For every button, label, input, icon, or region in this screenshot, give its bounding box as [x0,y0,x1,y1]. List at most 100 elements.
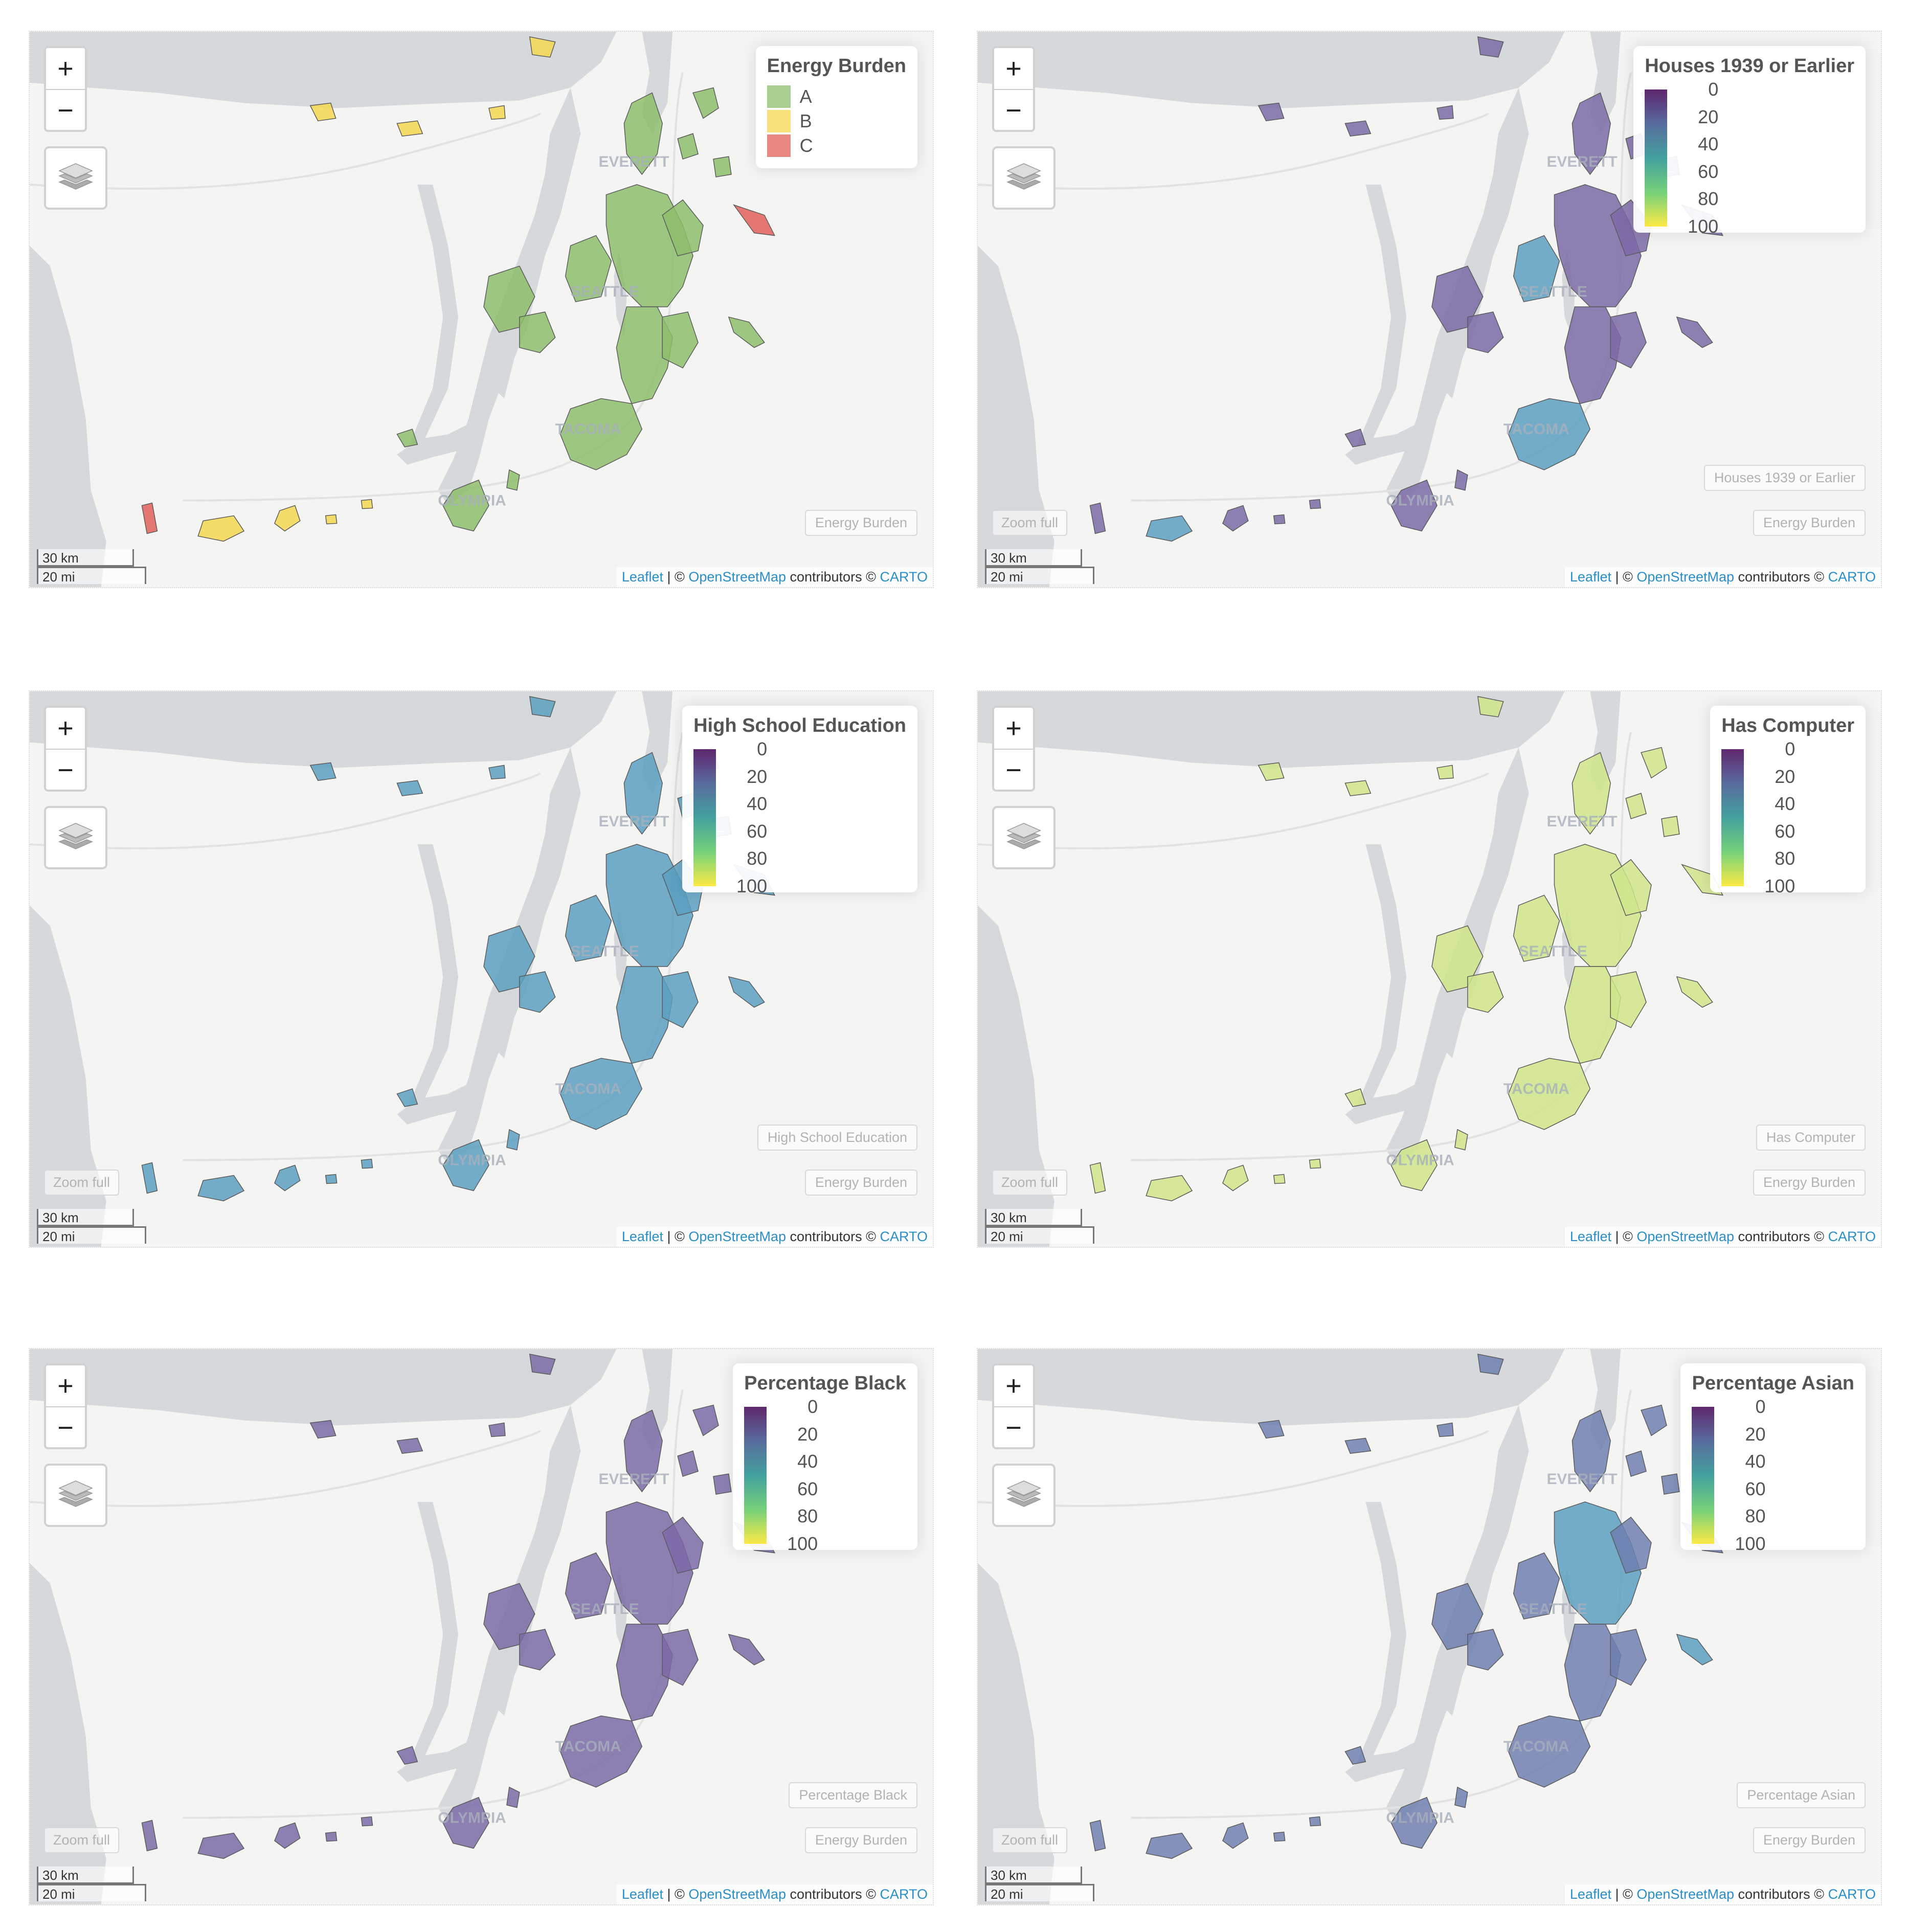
zoom-in-button[interactable]: + [994,48,1033,90]
layers-control-button[interactable] [992,146,1056,210]
map-panel-houses-1939[interactable]: EVERETT SEATTLE TACOMA OLYMPIA + − House… [977,31,1882,588]
layer-toggle-button[interactable]: Percentage Black [789,1782,917,1808]
census-tract[interactable] [662,971,699,1028]
census-tract[interactable] [1273,1831,1286,1842]
census-tract[interactable] [396,780,423,797]
census-tract[interactable] [1477,1354,1504,1375]
census-tract[interactable] [1146,515,1193,542]
zoom-in-button[interactable]: + [994,708,1033,750]
census-tract[interactable] [1344,780,1372,797]
zoom-in-button[interactable]: + [46,708,85,750]
census-tract[interactable] [1454,469,1468,491]
census-tract[interactable] [692,1404,719,1436]
census-tract[interactable] [1610,971,1647,1028]
osm-link[interactable]: OpenStreetMap [1636,1229,1734,1244]
zoom-out-button[interactable]: − [57,95,74,126]
map-panel-percentage-asian[interactable]: EVERETT SEATTLE TACOMA OLYMPIA + − Perce… [977,1348,1882,1905]
census-tract[interactable] [1508,398,1591,470]
census-tract[interactable] [1467,311,1504,353]
energy-burden-layer-button[interactable]: Energy Burden [1753,510,1866,536]
census-tract[interactable] [1477,696,1504,717]
census-tract[interactable] [1572,1409,1611,1493]
census-tract[interactable] [1437,105,1454,120]
layer-toggle-button[interactable]: High School Education [757,1125,917,1151]
osm-link[interactable]: OpenStreetMap [688,1886,786,1902]
census-tract[interactable] [1089,502,1106,534]
census-tract[interactable] [623,752,663,835]
census-tract[interactable] [732,204,775,236]
map-panel-percentage-black[interactable]: EVERETT SEATTLE TACOMA OLYMPIA + − Perce… [29,1348,934,1905]
osm-link[interactable]: OpenStreetMap [688,569,786,585]
census-tract[interactable] [488,765,506,780]
map-panel-has-computer[interactable]: EVERETT SEATTLE TACOMA OLYMPIA + − Has C… [977,690,1882,1248]
census-tract[interactable] [197,515,245,542]
census-tract[interactable] [442,1796,489,1849]
census-tract[interactable] [728,1633,765,1666]
zoom-full-button[interactable]: Zoom full [44,1170,120,1196]
carto-link[interactable]: CARTO [880,1229,928,1244]
census-tract[interactable] [1467,1629,1504,1671]
carto-link[interactable]: CARTO [1828,1886,1876,1902]
energy-burden-layer-button[interactable]: Energy Burden [1753,1827,1866,1853]
zoom-in-button[interactable]: + [994,1365,1033,1407]
census-tract[interactable] [442,1139,489,1192]
census-tract[interactable] [1344,1437,1372,1454]
carto-link[interactable]: CARTO [880,569,928,585]
census-tract[interactable] [565,235,612,302]
energy-burden-layer-button[interactable]: Energy Burden [804,1170,917,1196]
census-tract[interactable] [713,1473,732,1495]
census-tract[interactable] [1513,894,1560,962]
census-tract[interactable] [506,1786,520,1808]
census-tract[interactable] [1146,1832,1193,1859]
layers-control-button[interactable] [44,146,107,210]
osm-link[interactable]: OpenStreetMap [1636,569,1734,585]
census-tract[interactable] [1572,92,1611,175]
census-tract[interactable] [1390,1796,1438,1849]
census-tract[interactable] [274,1164,301,1192]
census-tract[interactable] [662,1516,704,1574]
census-tract[interactable] [1258,762,1285,781]
census-tract[interactable] [141,1819,158,1852]
census-tract[interactable] [361,1816,373,1827]
census-tract[interactable] [1661,1473,1680,1495]
census-tract[interactable] [519,971,556,1013]
census-tract[interactable] [396,120,423,137]
basemap[interactable]: EVERETT SEATTLE TACOMA OLYMPIA [30,1349,933,1904]
census-tract[interactable] [662,199,704,257]
census-tract[interactable] [442,479,489,532]
carto-link[interactable]: CARTO [1828,569,1876,585]
leaflet-link[interactable]: Leaflet [621,1229,663,1244]
census-tract[interactable] [1222,1822,1249,1849]
census-tract[interactable] [1437,1422,1454,1437]
zoom-out-button[interactable]: − [1005,755,1022,785]
census-tract[interactable] [1390,479,1438,532]
map-panel-energy-burden[interactable]: EVERETT SEATTLE TACOMA OLYMPIA + − Energ… [29,31,934,588]
zoom-out-button[interactable]: − [1005,1412,1022,1443]
layer-toggle-button[interactable]: Percentage Asian [1737,1782,1866,1808]
census-tract[interactable] [677,133,699,160]
leaflet-link[interactable]: Leaflet [1569,569,1611,585]
census-tract[interactable] [1508,1058,1591,1130]
census-tract[interactable] [309,1420,336,1439]
census-tract[interactable] [1641,1404,1667,1436]
leaflet-link[interactable]: Leaflet [621,1886,663,1902]
census-tract[interactable] [197,1175,245,1202]
census-tract[interactable] [1309,1816,1321,1827]
zoom-out-button[interactable]: − [57,1412,74,1443]
census-tract[interactable] [1390,1139,1438,1192]
census-tract[interactable] [1222,505,1249,532]
census-tract[interactable] [325,514,338,525]
census-tract[interactable] [713,156,732,177]
layers-control-button[interactable] [44,806,107,869]
layer-toggle-button[interactable]: Has Computer [1756,1125,1866,1151]
census-tract[interactable] [488,1422,506,1437]
census-tract[interactable] [1676,976,1713,1008]
zoom-in-button[interactable]: + [46,48,85,90]
census-tract[interactable] [197,1832,245,1859]
census-tract[interactable] [519,1629,556,1671]
census-tract[interactable] [1467,971,1504,1013]
census-tract[interactable] [396,1746,418,1765]
leaflet-link[interactable]: Leaflet [1569,1886,1611,1902]
energy-burden-layer-button[interactable]: Energy Burden [804,1827,917,1853]
census-tract[interactable] [274,505,301,532]
